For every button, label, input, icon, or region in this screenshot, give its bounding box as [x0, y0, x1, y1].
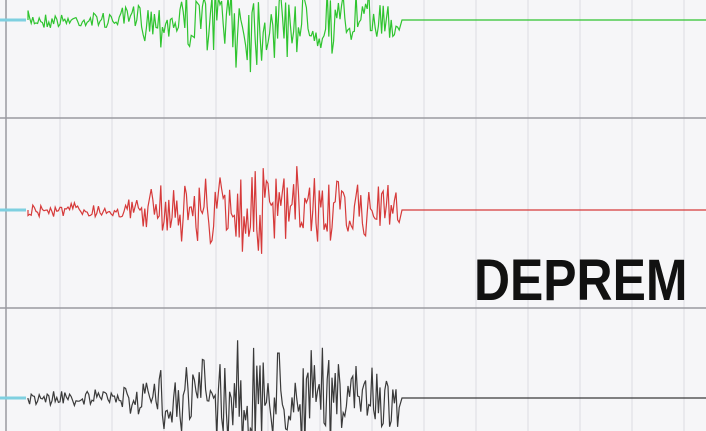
caption-text: DEPREM: [474, 248, 688, 313]
trace-2-waveform: [27, 166, 706, 254]
trace-1-waveform: [27, 0, 706, 73]
trace-3-waveform: [27, 340, 706, 431]
